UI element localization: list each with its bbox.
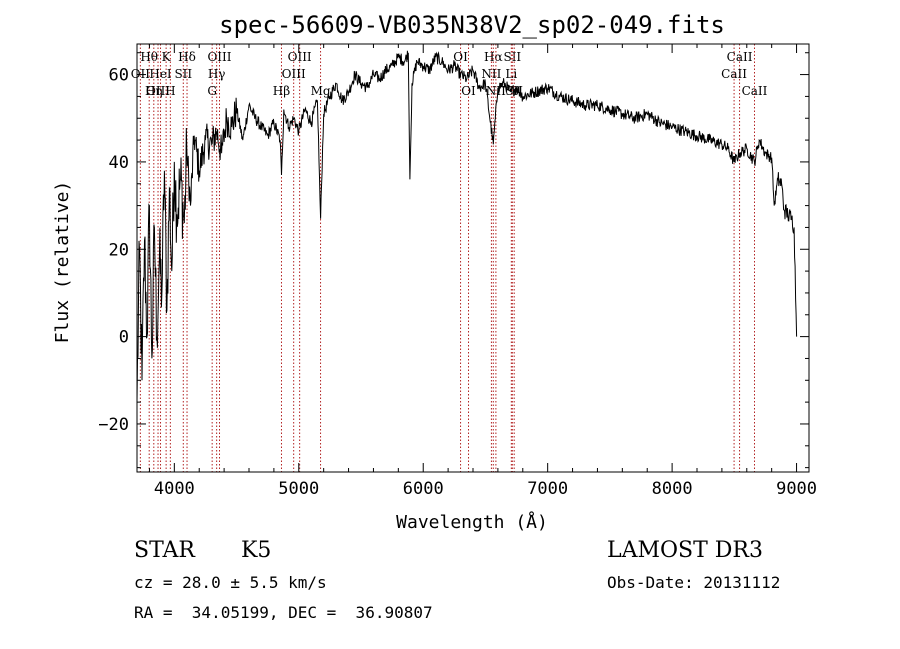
marker-label-19: NII (481, 67, 501, 81)
marker-label-26: CaII (742, 84, 768, 98)
object-subclass: K5 (241, 538, 272, 563)
spectrum-series (136, 50, 798, 403)
marker-label-20: NII (486, 84, 506, 98)
marker-label-4: HeI (149, 67, 172, 81)
y-tick-label-1: 0 (119, 328, 129, 348)
marker-label-9: OIII (207, 50, 231, 64)
x-tick-label-5: 9000 (776, 479, 817, 499)
survey-name: LAMOST DR3 (607, 538, 763, 563)
marker-label-18: Hα (484, 50, 503, 64)
x-axis-label: Wavelength (Å) (396, 511, 548, 533)
plot-frame (136, 43, 810, 473)
y-tick-label-0: −20 (98, 415, 129, 435)
marker-label-8: Hδ (178, 50, 196, 64)
marker-label-7: H (165, 84, 175, 98)
marker-label-24: CaII (727, 50, 753, 64)
marker-label-14: OIII (282, 67, 306, 81)
x-tick-label-1: 5000 (278, 479, 319, 499)
y-tick-label-4: 60 (109, 66, 129, 86)
marker-label-16: OI (453, 50, 468, 64)
marker-label-12: Hβ (273, 84, 290, 98)
chart-title: spec-56609-VB035N38V2_sp02-049.fits (219, 11, 725, 39)
y-axis-label: Flux (relative) (52, 181, 73, 344)
marker-label-0: Hθ (140, 50, 158, 64)
marker-label-11: G (207, 84, 217, 98)
y-tick-label-2: 20 (109, 240, 129, 260)
coordinates: RA = 34.05199, DEC = 36.90807 (134, 603, 433, 622)
observation-date: Obs-Date: 20131112 (607, 573, 781, 592)
marker-label-21: SII (503, 50, 521, 64)
x-tick-label-3: 7000 (527, 479, 568, 499)
object-class: STAR (134, 538, 195, 563)
axis-ticks: 4000 5000 6000 7000 8000 9000 −20 0 20 40 60 (98, 44, 817, 499)
x-tick-label-2: 6000 (403, 479, 444, 499)
redshift-cz: cz = 28.0 ± 5.5 km/s (134, 573, 327, 592)
series-line-0 (136, 50, 798, 403)
marker-label-22: Li (505, 67, 517, 81)
x-tick-label-0: 4000 (154, 479, 195, 499)
marker-label-1: OII (131, 67, 151, 81)
x-tick-label-4: 8000 (652, 479, 693, 499)
marker-label-5: Hη (145, 84, 163, 98)
marker-label-15: Mg (311, 84, 331, 98)
marker-label-17: OI (461, 84, 476, 98)
marker-label-13: OIII (288, 50, 312, 64)
y-tick-label-3: 40 (109, 153, 129, 173)
marker-label-6: SII (174, 67, 192, 81)
marker-label-3: K (162, 50, 172, 64)
marker-label-2: OIII (146, 84, 170, 98)
marker-label-25: CaII (721, 67, 747, 81)
marker-label-10: Hγ (208, 67, 226, 81)
